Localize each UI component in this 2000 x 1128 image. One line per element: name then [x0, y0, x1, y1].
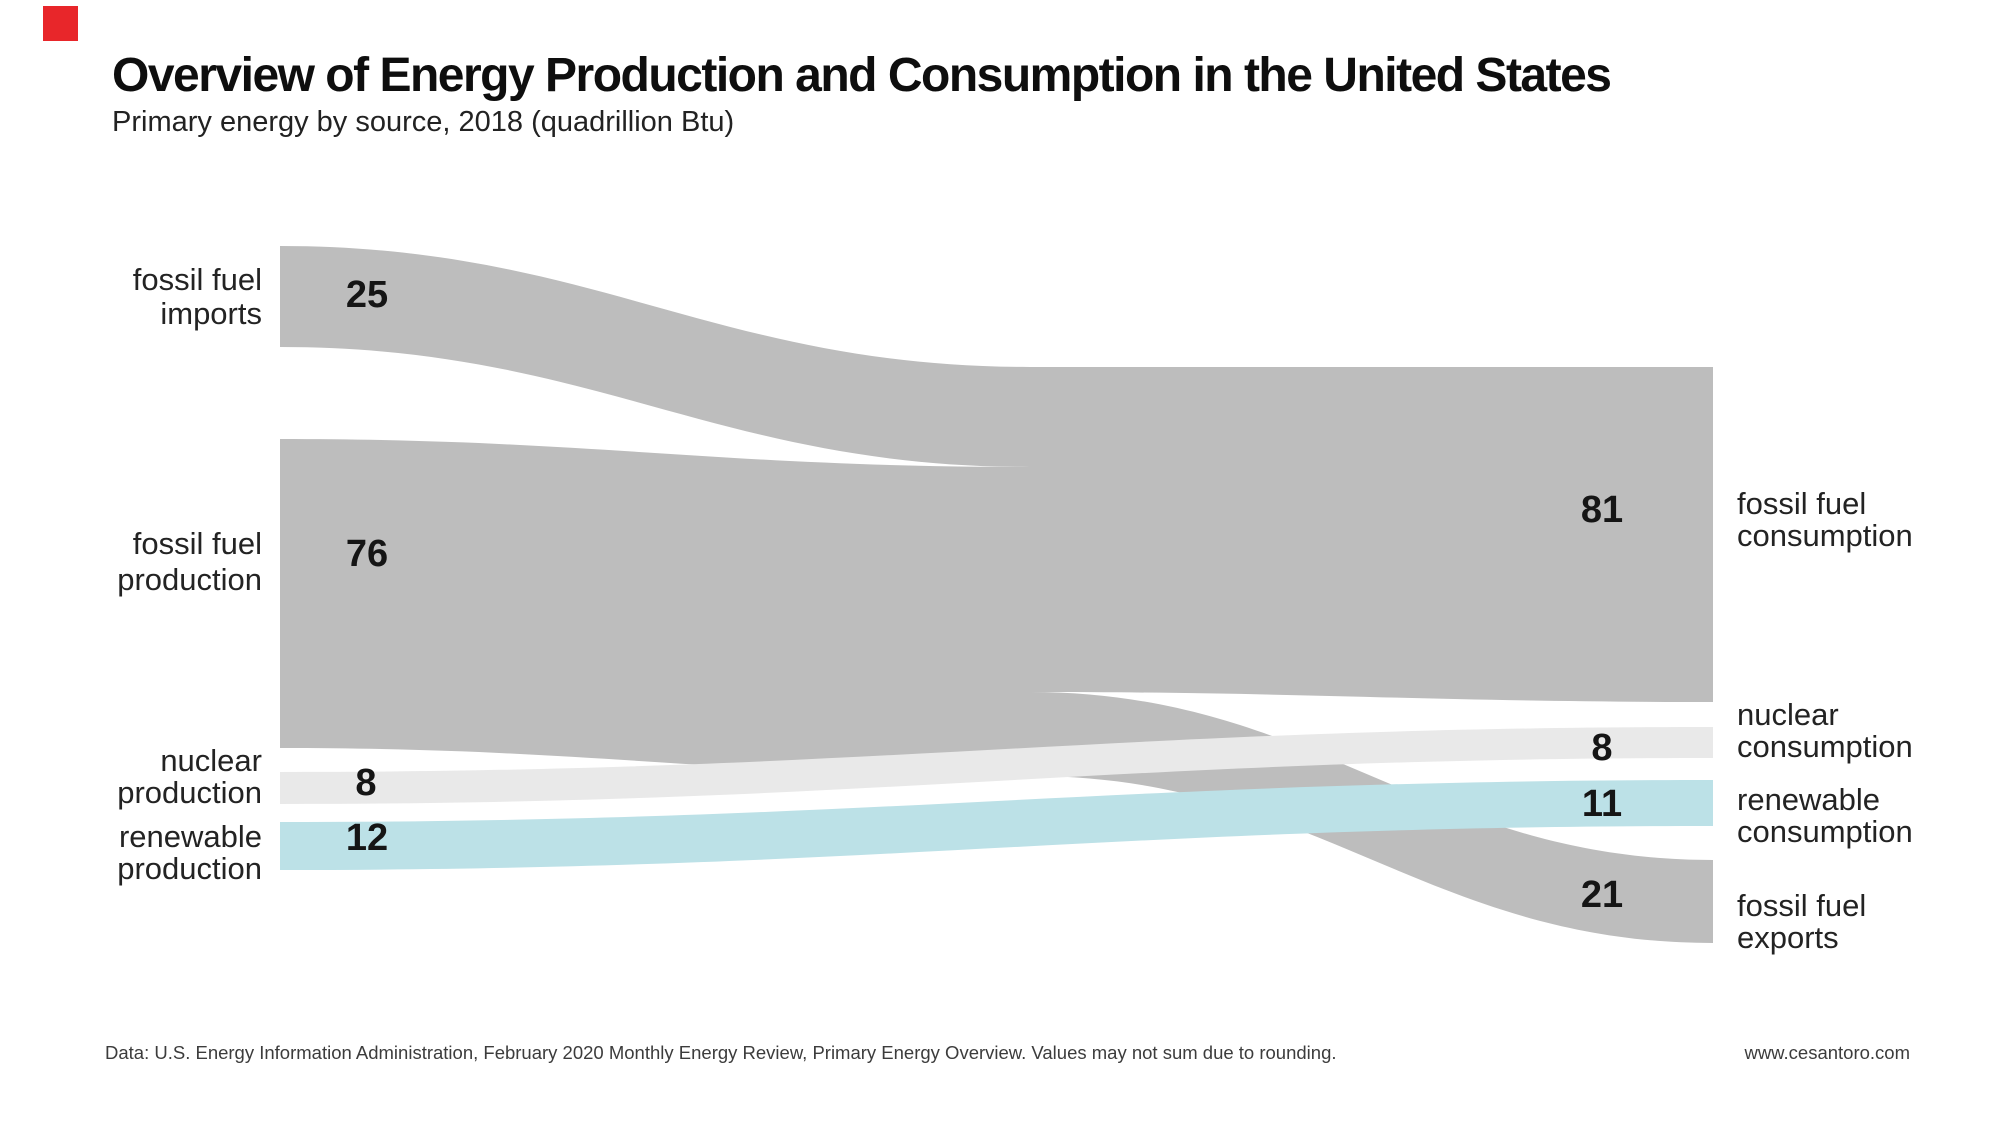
label-fossil-fuel-imports-line2: imports	[160, 296, 262, 331]
label-fossil-fuel-production-line1: fossil fuel	[133, 526, 262, 561]
website-credit: www.cesantoro.com	[1744, 1042, 1910, 1063]
flow-fossil-fuel-imports	[280, 246, 1030, 467]
label-fossil-fuel-exports-line1: fossil fuel	[1737, 888, 1866, 923]
label-fossil-fuel-production-line2: production	[117, 562, 262, 597]
data-source-note: Data: U.S. Energy Information Administra…	[105, 1042, 1337, 1063]
red-marker-square	[43, 6, 78, 41]
label-fossil-fuel-exports-line2: exports	[1737, 920, 1839, 955]
value-fossil-fuel-consumption: 81	[1581, 489, 1623, 531]
label-nuclear-consumption-line2: consumption	[1737, 729, 1913, 764]
value-fossil-fuel-exports: 21	[1581, 874, 1623, 916]
value-fossil-fuel-production: 76	[346, 533, 388, 575]
right-node-labels: fossil fuel consumption nuclear consumpt…	[1737, 486, 1913, 955]
value-renewable-production: 12	[346, 817, 388, 859]
value-fossil-fuel-imports: 25	[346, 274, 388, 316]
label-nuclear-consumption-line1: nuclear	[1737, 697, 1839, 732]
value-nuclear-consumption: 8	[1591, 727, 1612, 769]
label-renewable-consumption-line1: renewable	[1737, 782, 1880, 817]
value-nuclear-production: 8	[355, 762, 376, 804]
label-fossil-fuel-consumption-line2: consumption	[1737, 518, 1913, 553]
label-nuclear-production-line1: nuclear	[160, 743, 262, 778]
flow-fossil-fuel-production	[280, 439, 1030, 776]
label-renewable-consumption-line2: consumption	[1737, 814, 1913, 849]
label-fossil-fuel-consumption-line1: fossil fuel	[1737, 486, 1866, 521]
label-renewable-production-line2: production	[117, 851, 262, 886]
left-node-labels: fossil fuel imports fossil fuel producti…	[117, 262, 262, 886]
flow-fossil-fuel-consumption	[1030, 367, 1713, 702]
label-fossil-fuel-imports-line1: fossil fuel	[133, 262, 262, 297]
page-title: Overview of Energy Production and Consum…	[112, 49, 1612, 102]
value-renewable-consumption: 11	[1582, 783, 1622, 825]
flow-renewable	[280, 780, 1713, 870]
value-labels: 25 76 8 12 81 8 11 21	[346, 274, 1623, 916]
label-nuclear-production-line2: production	[117, 775, 262, 810]
flow-nuclear	[280, 727, 1713, 804]
page-subtitle: Primary energy by source, 2018 (quadrill…	[112, 106, 735, 138]
sankey-flows	[280, 246, 1713, 943]
label-renewable-production-line1: renewable	[119, 819, 262, 854]
